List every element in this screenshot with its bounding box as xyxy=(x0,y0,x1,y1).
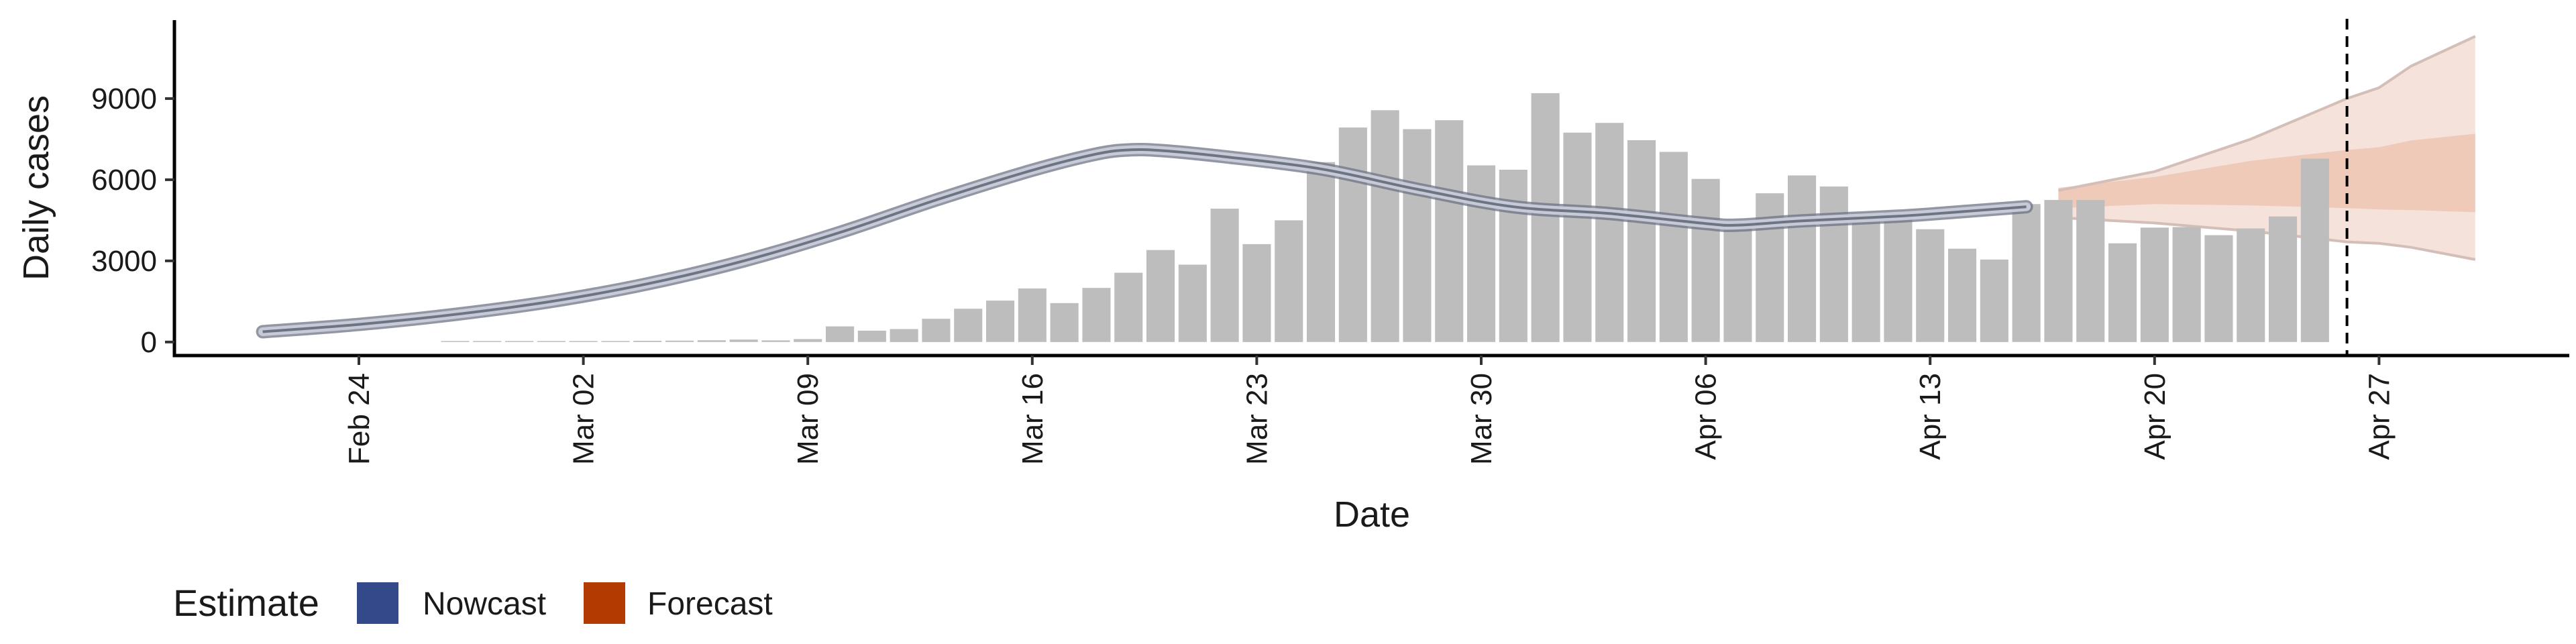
bar xyxy=(473,341,502,342)
bar xyxy=(505,341,534,342)
bar xyxy=(857,330,886,342)
x-tick-label: Mar 23 xyxy=(1240,373,1273,465)
bar xyxy=(2204,235,2233,342)
x-tick-label: Apr 13 xyxy=(1914,373,1947,460)
bar xyxy=(986,301,1015,342)
bar xyxy=(537,341,566,342)
bar xyxy=(761,340,790,342)
bar xyxy=(1467,165,1496,342)
forecast-inner-band xyxy=(2058,133,2475,213)
bar xyxy=(794,339,822,342)
x-axis-title: Date xyxy=(1334,494,1410,535)
bar xyxy=(1178,264,1207,342)
x-tick-label: Mar 30 xyxy=(1465,373,1498,465)
bar xyxy=(1275,220,1303,342)
x-tick-label: Mar 16 xyxy=(1016,373,1049,465)
y-tick-label: 9000 xyxy=(91,83,157,115)
bar xyxy=(1723,225,1752,342)
bar xyxy=(2269,216,2298,342)
axes xyxy=(172,20,2569,358)
x-tick-label: Mar 02 xyxy=(568,373,600,465)
x-tick-label: Apr 27 xyxy=(2363,373,2396,460)
bar xyxy=(569,341,598,342)
bar xyxy=(1146,250,1175,342)
bar xyxy=(1307,162,1336,342)
bar xyxy=(1531,93,1560,342)
bar xyxy=(729,339,758,342)
bar xyxy=(922,319,951,342)
bar xyxy=(1435,120,1464,342)
bar xyxy=(1627,140,1656,342)
bar xyxy=(2300,158,2329,342)
bar xyxy=(697,340,726,342)
legend: Estimate Nowcast Forecast xyxy=(173,582,773,624)
y-tick-label: 3000 xyxy=(91,245,157,278)
legend-title: Estimate xyxy=(173,582,319,624)
bar xyxy=(2237,228,2265,342)
bar xyxy=(1018,288,1046,342)
bar xyxy=(954,309,983,342)
bar xyxy=(1788,175,1817,342)
bar xyxy=(1756,193,1784,342)
bar xyxy=(2044,200,2073,342)
bar xyxy=(1210,209,1239,342)
bar xyxy=(665,340,694,342)
bar xyxy=(1242,244,1271,342)
bar xyxy=(2108,243,2137,342)
bar xyxy=(1114,272,1143,342)
bar xyxy=(1563,132,1592,342)
y-axis-title: Daily cases xyxy=(16,95,56,280)
forecast-bands xyxy=(2058,35,2476,261)
bar xyxy=(1050,303,1079,342)
bar xyxy=(1819,186,1848,342)
legend-key-forecast xyxy=(584,582,625,624)
nowcast-line xyxy=(262,148,2027,333)
bar xyxy=(826,326,855,342)
bar xyxy=(1948,248,1977,342)
bar xyxy=(2076,200,2105,342)
y-tick-label: 0 xyxy=(141,326,157,359)
x-tick-label: Mar 09 xyxy=(792,373,824,465)
bar xyxy=(1659,152,1688,342)
x-tick-label: Feb 24 xyxy=(343,373,376,465)
bar xyxy=(1338,127,1367,342)
x-tick-label: Apr 20 xyxy=(2139,373,2171,460)
bar xyxy=(1916,229,1945,342)
y-ticks: 0 3000 6000 9000 xyxy=(91,83,174,359)
bar xyxy=(1851,218,1880,342)
y-tick-label: 6000 xyxy=(91,164,157,197)
legend-label-nowcast: Nowcast xyxy=(423,586,546,622)
bar xyxy=(1980,259,2008,342)
forecast-lower-edge xyxy=(2058,216,2476,261)
bar xyxy=(2172,227,2201,342)
x-ticks: Feb 24 Mar 02 Mar 09 Mar 16 Mar 23 Mar 30 Apr … xyxy=(343,356,2396,465)
bar xyxy=(890,329,918,342)
nowcast-band-and-line xyxy=(256,142,2033,339)
bar xyxy=(1371,110,1399,342)
bar xyxy=(633,341,662,342)
x-tick-label: Apr 06 xyxy=(1690,373,1723,460)
legend-label-forecast: Forecast xyxy=(647,586,773,622)
bar xyxy=(2140,227,2169,342)
bar xyxy=(1403,129,1432,342)
bar xyxy=(1691,178,1720,342)
bar xyxy=(1595,123,1624,342)
bar xyxy=(2012,204,2041,342)
bar xyxy=(601,341,630,342)
bar xyxy=(1499,170,1527,342)
bar xyxy=(1884,212,1913,342)
bar xyxy=(441,341,470,342)
legend-key-nowcast xyxy=(357,582,398,624)
bars-group xyxy=(441,93,2329,342)
bar xyxy=(1082,288,1111,342)
